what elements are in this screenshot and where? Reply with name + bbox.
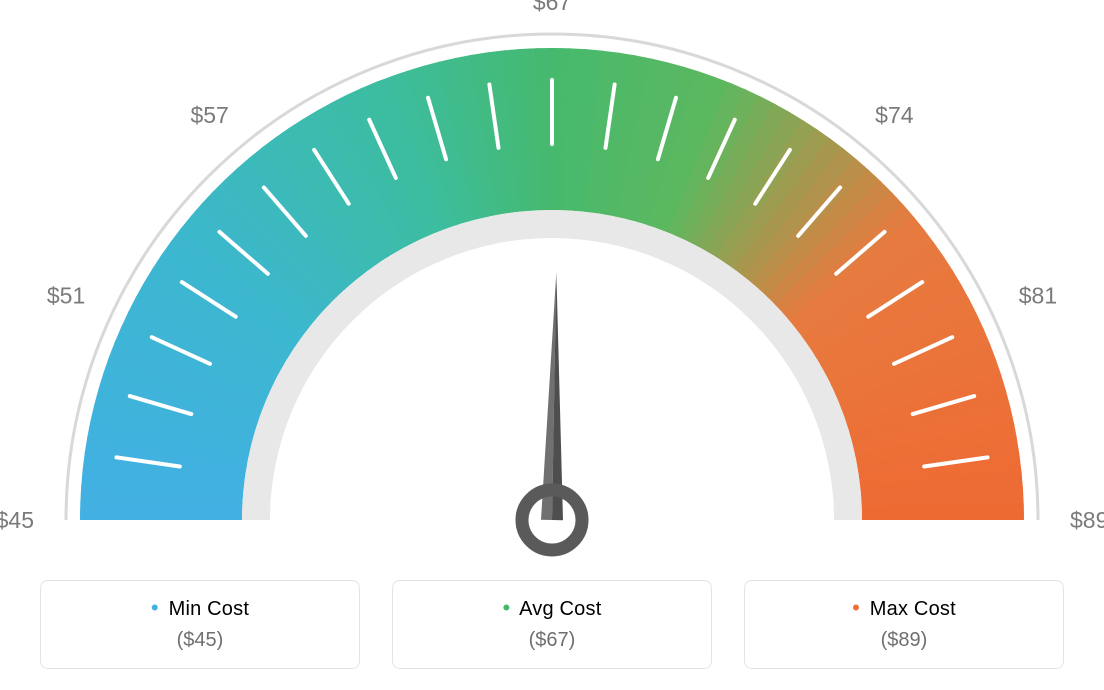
svg-text:$57: $57 <box>190 102 228 128</box>
legend-value-min: ($45) <box>51 629 349 652</box>
legend-text: Min Cost <box>169 598 250 620</box>
svg-text:$67: $67 <box>533 0 571 15</box>
legend-card-min: • Min Cost ($45) <box>40 580 360 669</box>
dot-icon: • <box>852 595 860 620</box>
legend-text: Max Cost <box>870 598 956 620</box>
legend-value-max: ($89) <box>755 629 1053 652</box>
dot-icon: • <box>503 595 511 620</box>
legend-value-avg: ($67) <box>403 629 701 652</box>
legend-text: Avg Cost <box>519 598 601 620</box>
svg-text:$89: $89 <box>1070 507 1104 533</box>
legend-label-avg: • Avg Cost <box>403 595 701 621</box>
dot-icon: • <box>151 595 159 620</box>
svg-text:$51: $51 <box>47 282 85 308</box>
gauge-chart: $45 $51 $57 $67 $74 $81 $89 <box>0 0 1104 570</box>
svg-text:$74: $74 <box>875 102 914 128</box>
legend-card-avg: • Avg Cost ($67) <box>392 580 712 669</box>
svg-text:$45: $45 <box>0 507 34 533</box>
legend-label-min: • Min Cost <box>51 595 349 621</box>
legend-label-max: • Max Cost <box>755 595 1053 621</box>
svg-text:$81: $81 <box>1019 282 1057 308</box>
legend-row: • Min Cost ($45) • Avg Cost ($67) • Max … <box>0 570 1104 669</box>
legend-card-max: • Max Cost ($89) <box>744 580 1064 669</box>
